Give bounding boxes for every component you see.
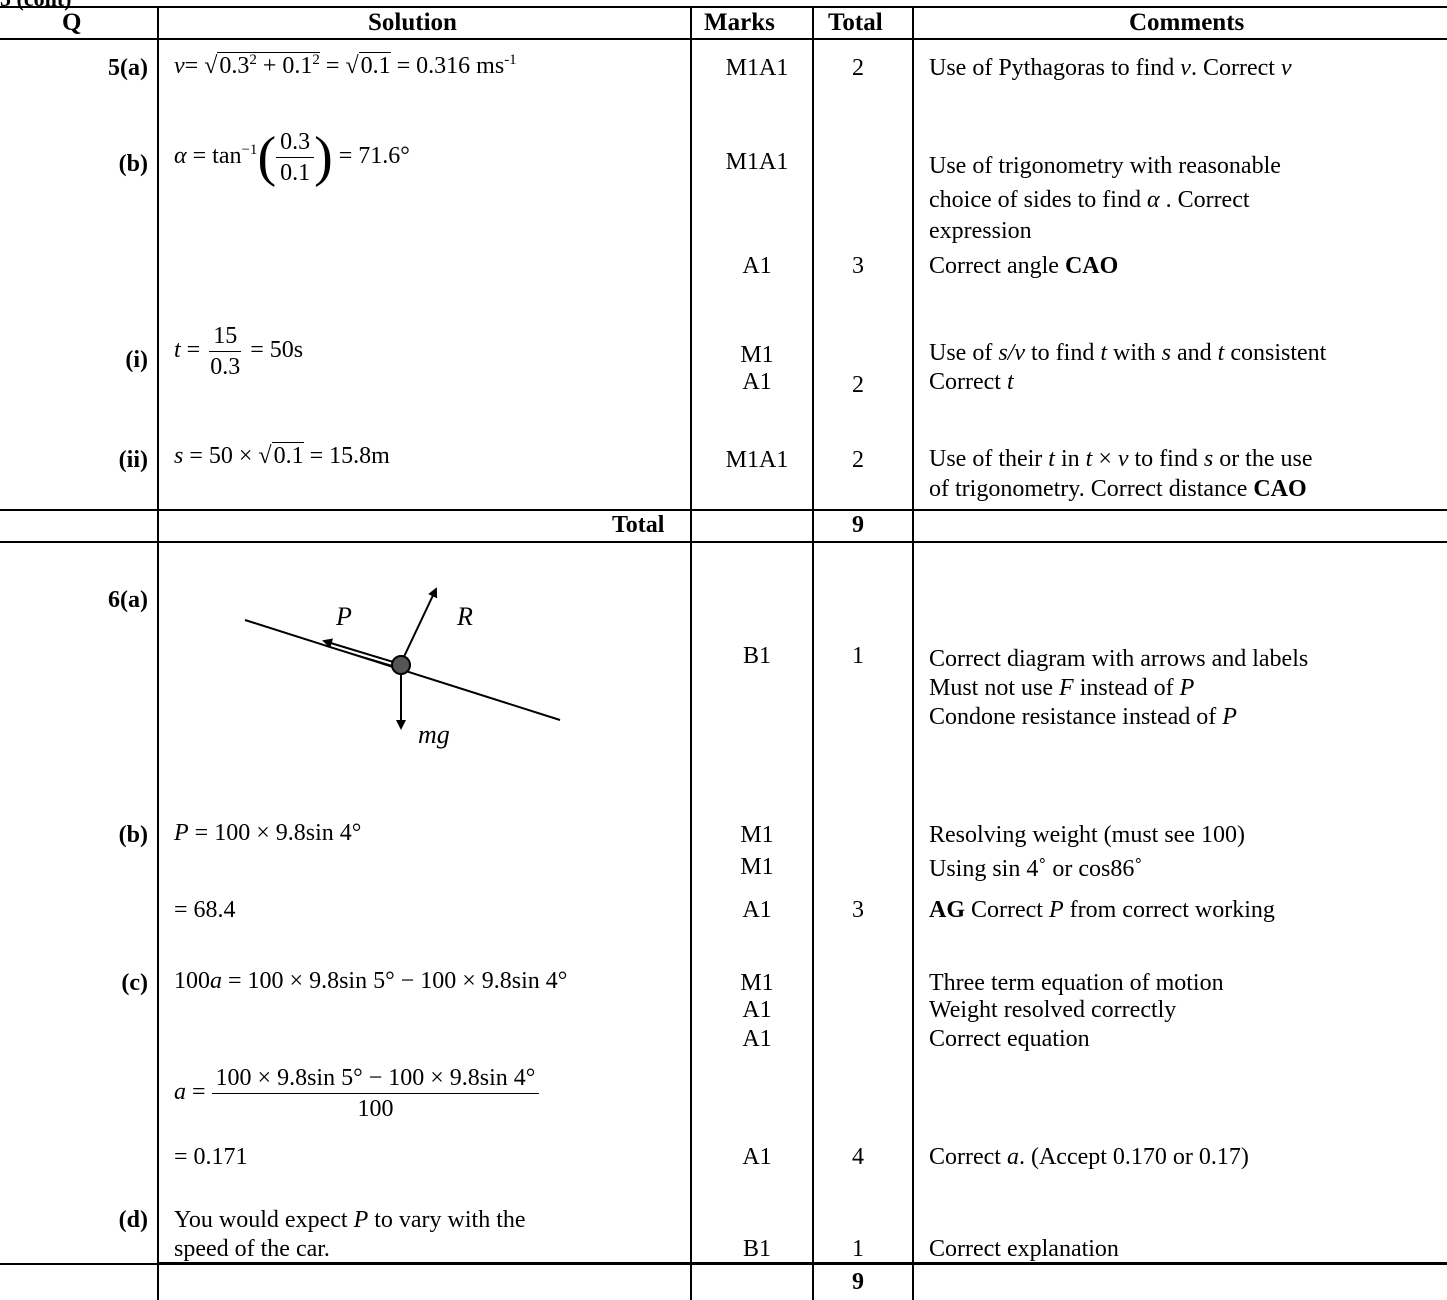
marks-5ii: M1A1	[725, 447, 789, 473]
marks-6c-3: A1	[742, 1026, 772, 1052]
solution-5ii: s = 50 × √0.1 = 15.8m	[174, 442, 390, 469]
q6-total-value: 9	[852, 1269, 864, 1295]
marks-5b-2: A1	[742, 253, 772, 279]
p-force-arrow-edge	[325, 645, 401, 669]
header-solution: Solution	[368, 9, 457, 36]
solution-6b-2: = 68.4	[174, 897, 236, 923]
question-6c-label: (c)	[121, 970, 148, 996]
question-5i-label: (i)	[125, 347, 148, 373]
solution-6d-2: speed of the car.	[174, 1236, 330, 1262]
comment-5b-2: Correct angle CAO	[929, 253, 1119, 279]
diagram-label-p: P	[336, 602, 352, 631]
question-6d-label: (d)	[118, 1207, 148, 1233]
comment-6b-3: AG Correct P from correct working	[929, 897, 1275, 923]
diagram-label-mg: mg	[418, 720, 450, 749]
marks-5i-2: A1	[742, 369, 772, 395]
marks-5i-1: M1	[740, 342, 774, 368]
comment-6c-3: Correct equation	[929, 1026, 1090, 1052]
header-total: Total	[828, 9, 883, 36]
comment-6b-1: Resolving weight (must see 100)	[929, 822, 1245, 848]
comment-6b-2: Using sin 4˚ or cos86˚	[929, 856, 1143, 882]
marks-6c-4: A1	[742, 1144, 772, 1170]
question-5b-label: (b)	[118, 151, 148, 177]
marks-6a: B1	[742, 643, 771, 669]
force-diagram	[244, 587, 561, 730]
comment-5ii-1: Use of their t in t × v to find s or the…	[929, 446, 1313, 472]
car-particle	[391, 655, 411, 675]
total-5ii: 2	[852, 447, 864, 473]
comment-5i-2: Correct t	[929, 369, 1014, 395]
marks-6b-1: M1	[740, 822, 774, 848]
comment-6d: Correct explanation	[929, 1236, 1119, 1262]
p-force-arrow	[322, 638, 401, 665]
total-6a: 1	[852, 643, 864, 669]
comment-6a-3: Condone resistance instead of P	[929, 704, 1237, 730]
partial-heading-q: 5	[0, 0, 11, 11]
question-6a-label: 6(a)	[108, 587, 148, 613]
marks-5a: M1A1	[725, 55, 789, 81]
q5-total-label: Total	[612, 512, 665, 538]
marks-6c-1: M1	[740, 970, 774, 996]
header-comments: Comments	[1129, 9, 1245, 36]
marks-6d: B1	[742, 1236, 771, 1262]
r-force-arrow	[400, 587, 438, 664]
marks-5b-1: M1A1	[725, 149, 789, 175]
marks-6b-3: A1	[742, 897, 772, 923]
solution-6c-3: = 0.171	[174, 1144, 248, 1170]
solution-6c-1: 100a = 100 × 9.8sin 5° − 100 × 9.8sin 4°	[174, 968, 568, 994]
comment-6c-4: Correct a. (Accept 0.170 or 0.17)	[929, 1144, 1249, 1170]
total-5b: 3	[852, 253, 864, 279]
marks-6b-2: M1	[740, 854, 774, 880]
total-6d: 1	[852, 1236, 864, 1262]
comment-5ii-2: of trigonometry. Correct distance CAO	[929, 476, 1307, 502]
comment-5i-1: Use of s/v to find t with s and t consis…	[929, 340, 1327, 366]
comment-6c-2: Weight resolved correctly	[929, 997, 1177, 1023]
question-5a-label: 5(a)	[108, 55, 148, 81]
solution-6b-1: P = 100 × 9.8sin 4°	[174, 820, 362, 846]
question-6b-label: (b)	[118, 822, 148, 848]
comment-6a-1: Correct diagram with arrows and labels	[929, 646, 1309, 672]
solution-6c-2: a = 100 × 9.8sin 5° − 100 × 9.8sin 4° 100	[174, 1066, 540, 1121]
marks-6c-2: A1	[742, 997, 772, 1023]
total-5a: 2	[852, 55, 864, 81]
question-5ii-label: (ii)	[118, 447, 148, 473]
solution-5b: α = tan−1(0.3 0.1) = 71.6°	[174, 126, 410, 189]
header-q: Q	[62, 9, 82, 36]
solution-5a: v= √0.32 + 0.12 = √0.1 = 0.316 ms-1	[174, 52, 517, 79]
comment-5a: Use of Pythagoras to find v. Correct v	[929, 55, 1292, 81]
solution-5i: t = 15 0.3 = 50s	[174, 323, 304, 380]
total-6c: 4	[852, 1144, 864, 1170]
comment-6a-2: Must not use F instead of P	[929, 675, 1195, 701]
diagram-label-r: R	[457, 602, 473, 631]
partial-heading: 5 (cont)	[0, 0, 71, 10]
total-5i: 2	[852, 372, 864, 398]
q5-total-value: 9	[852, 512, 864, 538]
header-marks: Marks	[704, 9, 775, 36]
solution-6d-1: You would expect P to vary with the	[174, 1207, 526, 1233]
total-6b: 3	[852, 897, 864, 923]
comment-6c-1: Three term equation of motion	[929, 970, 1224, 996]
comment-5b-1: Use of trigonometry with reasonable choi…	[929, 153, 1281, 244]
underline-6d	[157, 1262, 1447, 1264]
